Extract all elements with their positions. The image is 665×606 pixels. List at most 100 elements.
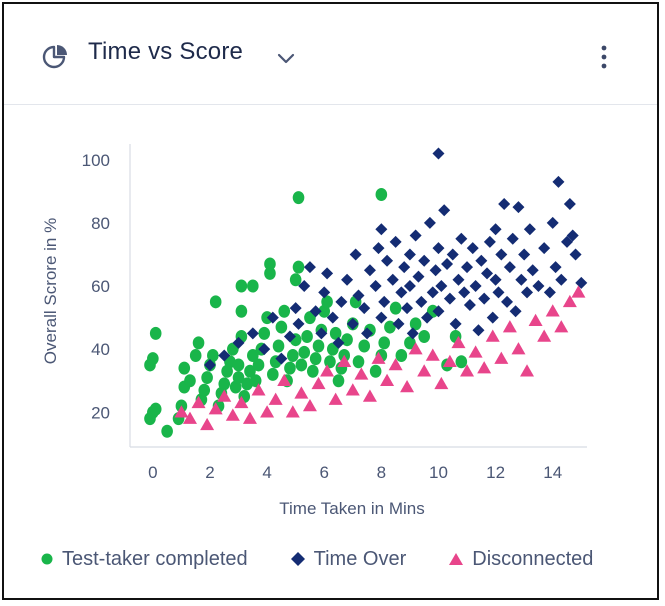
- time-over-point[interactable]: [543, 286, 556, 299]
- completed-point[interactable]: [209, 295, 222, 309]
- completed-point[interactable]: [289, 273, 302, 287]
- disconnected-point[interactable]: [511, 342, 526, 355]
- disconnected-point[interactable]: [208, 402, 223, 415]
- disconnected-point[interactable]: [251, 383, 266, 396]
- time-over-point[interactable]: [246, 327, 259, 340]
- time-over-point[interactable]: [352, 289, 365, 302]
- disconnected-point[interactable]: [537, 329, 552, 342]
- completed-point[interactable]: [298, 345, 311, 359]
- time-over-point[interactable]: [458, 286, 471, 299]
- completed-point[interactable]: [375, 188, 388, 201]
- completed-point[interactable]: [295, 358, 308, 372]
- disconnected-point[interactable]: [571, 285, 586, 298]
- time-over-point[interactable]: [372, 242, 385, 255]
- completed-point[interactable]: [249, 374, 262, 388]
- completed-point[interactable]: [292, 191, 305, 205]
- time-over-point[interactable]: [561, 235, 574, 248]
- completed-point[interactable]: [284, 361, 296, 375]
- completed-point[interactable]: [232, 371, 245, 385]
- time-over-point[interactable]: [298, 280, 311, 293]
- legend-item-disconnected[interactable]: Disconnected: [448, 548, 593, 571]
- time-over-point[interactable]: [409, 229, 422, 242]
- disconnected-point[interactable]: [545, 304, 560, 317]
- completed-point[interactable]: [247, 279, 259, 293]
- completed-point[interactable]: [247, 348, 259, 362]
- completed-point[interactable]: [389, 301, 402, 315]
- time-over-point[interactable]: [521, 286, 534, 299]
- completed-point[interactable]: [161, 424, 173, 438]
- disconnected-point[interactable]: [191, 395, 206, 409]
- time-over-point[interactable]: [292, 317, 305, 330]
- completed-point[interactable]: [292, 260, 305, 274]
- completed-point[interactable]: [189, 348, 202, 362]
- disconnected-point[interactable]: [485, 329, 500, 342]
- completed-point[interactable]: [149, 402, 162, 416]
- completed-point[interactable]: [369, 364, 382, 378]
- time-over-point[interactable]: [512, 201, 525, 214]
- completed-point[interactable]: [275, 320, 288, 334]
- time-over-point[interactable]: [232, 336, 245, 349]
- completed-point[interactable]: [267, 367, 279, 381]
- completed-point[interactable]: [358, 339, 371, 353]
- disconnected-point[interactable]: [451, 335, 466, 349]
- disconnected-point[interactable]: [477, 361, 492, 374]
- completed-point[interactable]: [264, 257, 276, 271]
- completed-point[interactable]: [201, 371, 213, 385]
- time-over-point[interactable]: [309, 305, 322, 318]
- time-over-point[interactable]: [303, 261, 316, 274]
- time-over-point[interactable]: [403, 280, 416, 293]
- time-over-point[interactable]: [375, 223, 388, 236]
- disconnected-point[interactable]: [408, 342, 423, 355]
- time-over-point[interactable]: [389, 235, 402, 248]
- time-over-point[interactable]: [266, 311, 279, 324]
- time-over-point[interactable]: [203, 358, 216, 371]
- time-over-point[interactable]: [398, 261, 411, 274]
- completed-point[interactable]: [258, 326, 271, 340]
- time-over-point[interactable]: [412, 270, 425, 283]
- completed-point[interactable]: [252, 358, 265, 372]
- completed-point[interactable]: [378, 336, 391, 350]
- completed-point[interactable]: [198, 383, 211, 397]
- time-over-point[interactable]: [315, 327, 328, 340]
- disconnected-point[interactable]: [380, 373, 395, 386]
- disconnected-point[interactable]: [434, 376, 449, 390]
- time-over-point[interactable]: [518, 248, 531, 261]
- disconnected-point[interactable]: [400, 380, 415, 393]
- completed-point[interactable]: [232, 358, 245, 372]
- completed-point[interactable]: [244, 364, 256, 378]
- chevron-down-icon[interactable]: [274, 46, 298, 70]
- disconnected-point[interactable]: [285, 405, 300, 418]
- completed-point[interactable]: [455, 355, 468, 369]
- time-over-point[interactable]: [555, 273, 568, 286]
- disconnected-point[interactable]: [371, 351, 386, 364]
- time-over-point[interactable]: [481, 267, 494, 280]
- disconnected-point[interactable]: [268, 392, 283, 405]
- completed-point[interactable]: [235, 304, 248, 318]
- time-over-point[interactable]: [575, 276, 588, 289]
- completed-point[interactable]: [332, 374, 345, 388]
- legend-item-completed[interactable]: Test-taker completed: [40, 548, 248, 571]
- disconnected-point[interactable]: [494, 351, 509, 364]
- disconnected-point[interactable]: [337, 354, 352, 368]
- time-over-point[interactable]: [446, 248, 459, 261]
- time-over-point[interactable]: [492, 286, 505, 299]
- disconnected-point[interactable]: [174, 405, 189, 418]
- time-over-point[interactable]: [321, 267, 334, 280]
- completed-point[interactable]: [278, 304, 291, 318]
- time-over-point[interactable]: [489, 223, 502, 236]
- time-over-point[interactable]: [335, 295, 348, 308]
- completed-point[interactable]: [309, 352, 322, 366]
- completed-point[interactable]: [395, 348, 408, 362]
- completed-point[interactable]: [352, 355, 365, 369]
- time-over-point[interactable]: [498, 197, 511, 210]
- completed-point[interactable]: [264, 266, 276, 280]
- time-over-point[interactable]: [432, 305, 445, 318]
- time-over-point[interactable]: [538, 242, 551, 255]
- time-over-point[interactable]: [426, 286, 439, 299]
- time-over-point[interactable]: [449, 317, 462, 330]
- time-over-point[interactable]: [283, 330, 296, 343]
- disconnected-point[interactable]: [345, 383, 360, 396]
- time-over-point[interactable]: [432, 242, 445, 255]
- disconnected-point[interactable]: [554, 320, 569, 333]
- time-over-point[interactable]: [423, 216, 436, 229]
